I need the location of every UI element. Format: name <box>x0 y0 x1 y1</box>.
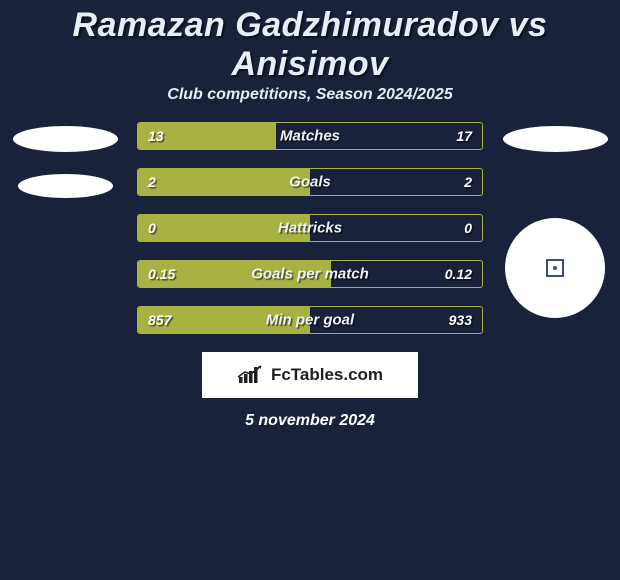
brand-text: FcTables.com <box>271 365 383 385</box>
left-player-column <box>10 122 120 198</box>
date-text: 5 november 2024 <box>245 412 375 430</box>
stat-right-value: 933 <box>449 312 472 328</box>
stat-left-value: 13 <box>148 128 164 144</box>
stat-right-value: 17 <box>456 128 472 144</box>
stat-right-value: 2 <box>464 174 472 190</box>
stat-label: Goals <box>289 174 331 191</box>
stat-bar-fill <box>138 169 310 195</box>
stat-left-value: 2 <box>148 174 156 190</box>
stat-bar: 0.15 Goals per match 0.12 <box>137 260 483 288</box>
footer: FcTables.com 5 november 2024 <box>0 352 620 430</box>
stat-left-value: 0.15 <box>148 266 175 282</box>
avatar <box>18 174 113 198</box>
stat-bar: 857 Min per goal 933 <box>137 306 483 334</box>
crest-icon <box>546 259 564 277</box>
page-subtitle: Club competitions, Season 2024/2025 <box>0 86 620 122</box>
stat-right-value: 0.12 <box>445 266 472 282</box>
crest-dot-icon <box>553 266 557 270</box>
comparison-row: 13 Matches 17 2 Goals 2 0 Hattricks 0 0.15 Goals p… <box>0 122 620 334</box>
stat-bars-container: 13 Matches 17 2 Goals 2 0 Hattricks 0 0.15 Goals p… <box>135 122 485 334</box>
right-player-column <box>500 122 610 318</box>
avatar <box>503 126 608 152</box>
stat-label: Hattricks <box>278 220 342 237</box>
stat-bar: 13 Matches 17 <box>137 122 483 150</box>
club-crest <box>505 218 605 318</box>
stat-label: Matches <box>280 128 340 145</box>
avatar <box>13 126 118 152</box>
stat-bar: 2 Goals 2 <box>137 168 483 196</box>
brand-badge: FcTables.com <box>202 352 418 398</box>
stat-left-value: 857 <box>148 312 171 328</box>
stat-label: Min per goal <box>266 312 354 329</box>
stat-left-value: 0 <box>148 220 156 236</box>
stat-bar: 0 Hattricks 0 <box>137 214 483 242</box>
stat-right-value: 0 <box>464 220 472 236</box>
bars-icon <box>237 365 265 385</box>
stat-label: Goals per match <box>251 266 369 283</box>
page-title: Ramazan Gadzhimuradov vs Anisimov <box>0 0 620 86</box>
